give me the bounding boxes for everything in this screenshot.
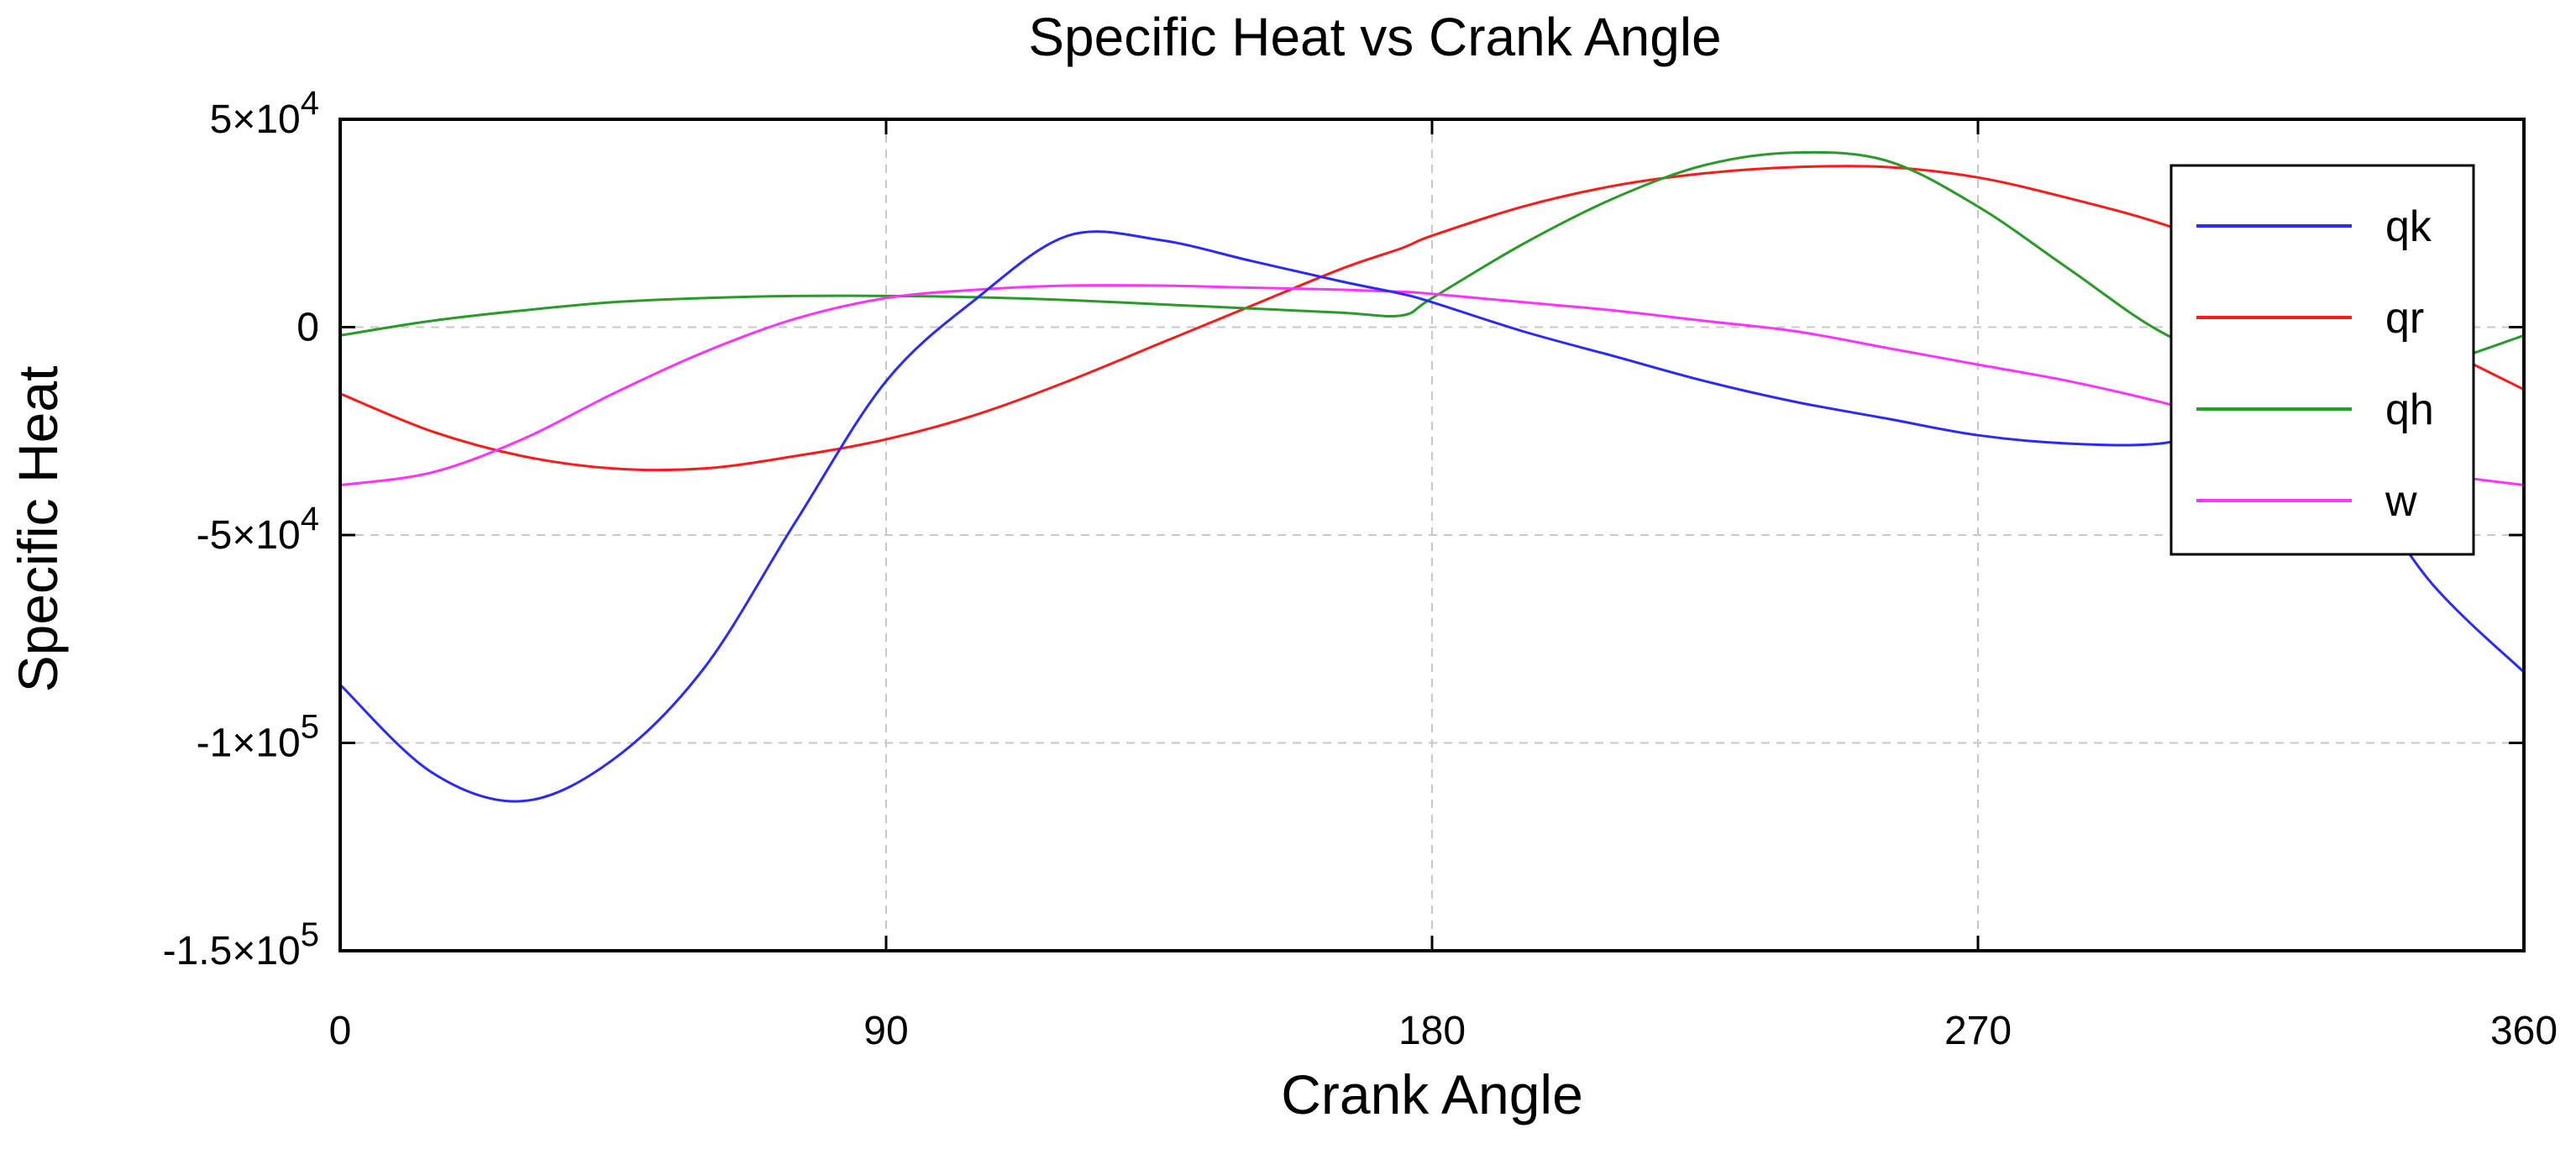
legend-label-w: w — [2385, 477, 2417, 526]
x-axis: 0 90 180 270 360 — [329, 119, 2558, 1053]
series-line-qk — [338, 230, 2526, 803]
grid — [340, 119, 2524, 951]
x-tick-label: 180 — [1398, 1009, 1466, 1053]
x-tick-label: 270 — [1944, 1009, 2012, 1053]
x-tick-label: 90 — [863, 1009, 908, 1053]
y-tick-label: -1.5×105 — [163, 916, 319, 973]
series-line-w — [338, 284, 2526, 487]
x-axis-label: Crank Angle — [1281, 1063, 1583, 1125]
series-line-qr — [338, 165, 2526, 472]
y-tick-label: -1×105 — [197, 709, 319, 766]
y-tick-label: -5×104 — [197, 501, 319, 558]
y-axis: 5×104 0 -5×104 -1×105 -1.5×105 — [163, 85, 2524, 973]
chart-title: Specific Heat vs Crank Angle — [1028, 7, 1721, 67]
y-tick-label: 5×104 — [210, 85, 319, 142]
legend-label-qk: qk — [2385, 202, 2432, 251]
x-tick-label: 0 — [329, 1009, 352, 1053]
y-axis-label: Specific Heat — [7, 366, 69, 693]
legend-box — [2169, 164, 2475, 556]
series-layer — [338, 150, 2526, 803]
legend: qk qr qh w — [2169, 164, 2475, 556]
y-tick-label: 0 — [296, 306, 319, 350]
legend-label-qr: qr — [2385, 294, 2424, 343]
x-tick-label: 360 — [2490, 1009, 2558, 1053]
legend-label-qh: qh — [2385, 386, 2434, 434]
